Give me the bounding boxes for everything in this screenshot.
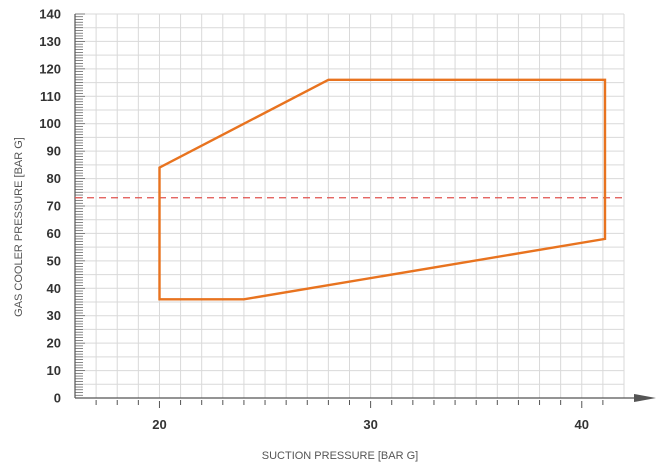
y-tick-label: 80 [47, 171, 61, 186]
y-tick-label: 130 [39, 34, 61, 49]
axes [74, 14, 656, 402]
y-tick-label: 90 [47, 144, 61, 159]
y-tick-label: 120 [39, 61, 61, 76]
y-tick-label: 50 [47, 253, 61, 268]
y-tick-label: 10 [47, 363, 61, 378]
x-tick-labels: 20 30 40 [152, 417, 589, 432]
x-axis-arrow [634, 394, 656, 402]
envelope-line [158, 78, 607, 301]
x-tick-label: 30 [363, 417, 377, 432]
y-tick-label: 30 [47, 308, 61, 323]
x-axis-label: SUCTION PRESSURE [BAR G] [262, 450, 418, 462]
y-tick-label: 110 [40, 89, 61, 104]
y-tick-label: 100 [39, 116, 61, 131]
y-minor-ticks [75, 13, 604, 408]
series-group [158, 78, 607, 301]
y-axis-label: GAS COOLER PRESSURE [BAR G] [13, 137, 25, 317]
x-tick-label: 40 [575, 417, 589, 432]
y-tick-label: 60 [47, 226, 61, 241]
grid [74, 13, 625, 399]
y-tick-label: 0 [54, 391, 61, 406]
y-tick-label: 140 [39, 7, 61, 22]
y-tick-labels: 0 10 20 30 40 50 60 70 80 90 100 110 120 130 140 [39, 7, 61, 406]
x-tick-label: 20 [152, 417, 166, 432]
y-tick-label: 40 [47, 281, 61, 296]
y-tick-label: 20 [47, 336, 61, 351]
y-tick-label: 70 [47, 199, 61, 214]
